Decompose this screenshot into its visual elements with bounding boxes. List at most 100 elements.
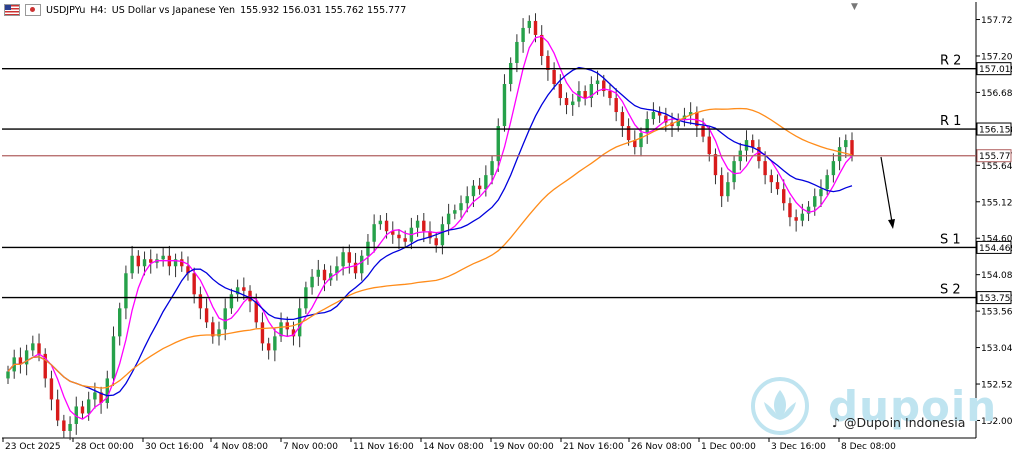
- x-tick-label: 1 Dec 00:00: [701, 442, 756, 452]
- candle-body: [136, 255, 141, 267]
- instrument-description: US Dollar vs Japanese Yen: [111, 4, 236, 16]
- x-tick-label: 23 Oct 2025: [5, 442, 61, 452]
- us-flag-icon: [4, 4, 20, 16]
- level-price-label: 154.469: [979, 244, 1012, 254]
- candle-body: [211, 322, 215, 337]
- y-tick-label: 155.640: [981, 162, 1012, 172]
- candle-body: [620, 112, 625, 127]
- candle-body: [800, 213, 805, 221]
- level-price-label: 157.019: [979, 65, 1012, 75]
- candle-body: [515, 41, 519, 63]
- candle-body: [322, 269, 327, 281]
- candle-body: [763, 161, 767, 176]
- candle-body: [62, 420, 66, 431]
- chart-header: USDJPYu H4: US Dollar vs Japanese Yen 15…: [4, 3, 406, 17]
- source-credit: ♪ @Dupoin Indonesia: [832, 415, 966, 430]
- candle-body: [415, 220, 420, 228]
- candle-body: [74, 406, 78, 424]
- candle-body: [508, 62, 513, 85]
- candle-body: [825, 175, 829, 190]
- candle-body: [335, 266, 339, 274]
- slow-ma-line: [7, 107, 853, 389]
- candle-body: [819, 189, 823, 197]
- candle-body: [558, 84, 563, 99]
- candle-body: [564, 98, 569, 106]
- candle-body: [43, 353, 47, 379]
- candle-body: [366, 241, 370, 256]
- candle-body: [539, 34, 544, 56]
- level-price-tag: [976, 240, 1012, 254]
- x-tick-label: 7 Nov 00:00: [283, 442, 338, 452]
- y-tick-label: 154.080: [981, 271, 1012, 281]
- candle-body: [502, 84, 507, 127]
- candle-body: [844, 140, 848, 148]
- candle-body: [242, 287, 246, 291]
- x-tick-label: 28 Oct 00:00: [75, 442, 134, 452]
- candle-body: [602, 80, 606, 92]
- level-price-tag: [976, 291, 1012, 305]
- candle-body: [750, 140, 755, 148]
- scroll-indicator-icon[interactable]: ▼: [851, 2, 858, 12]
- x-tick-label: 30 Oct 16:00: [145, 442, 204, 452]
- candle-body: [695, 112, 699, 127]
- candle-body: [614, 98, 618, 113]
- level-name: R 2: [940, 54, 961, 69]
- candle-body: [99, 392, 103, 403]
- candle-body: [664, 115, 668, 123]
- medium-ma-line: [7, 66, 853, 397]
- forecast-arrow-head: [888, 219, 895, 229]
- candle-body: [372, 224, 376, 242]
- candle-body: [18, 357, 23, 365]
- candle-body: [726, 182, 730, 197]
- y-tick-label: 152.000: [981, 417, 1012, 427]
- candle-body: [291, 329, 296, 337]
- candle-body: [130, 255, 134, 274]
- candle-body: [173, 259, 178, 267]
- candle-body: [788, 203, 792, 218]
- candle-body: [757, 147, 761, 162]
- candle-body: [24, 350, 29, 365]
- candle-body: [850, 140, 854, 156]
- candle-body: [546, 55, 550, 70]
- candle-body: [434, 238, 438, 246]
- candle-body: [124, 273, 128, 309]
- candle-body: [521, 27, 525, 42]
- candle-body: [49, 378, 54, 400]
- ohlc-values: 155.932 156.031 155.762 155.777: [240, 4, 407, 16]
- candle-body: [688, 112, 693, 116]
- level-price-label: 153.753: [979, 294, 1012, 304]
- level-price-tag: [976, 122, 1012, 136]
- candle-body: [477, 185, 482, 190]
- x-tick-label: 14 Nov 08:00: [423, 442, 484, 452]
- candle-body: [235, 287, 240, 295]
- candle-body: [422, 220, 426, 232]
- candle-body: [446, 213, 451, 225]
- candle-body: [93, 392, 97, 400]
- candle-body: [527, 20, 532, 28]
- candle-body: [657, 112, 662, 116]
- candle-body: [204, 308, 209, 323]
- forecast-arrow-shaft: [880, 156, 893, 223]
- candle-body: [595, 80, 600, 85]
- candle-body: [459, 203, 463, 211]
- y-tick-label: 152.520: [981, 381, 1012, 391]
- candle-body: [316, 269, 321, 277]
- candle-body: [384, 220, 389, 232]
- candle-body: [223, 308, 227, 330]
- candle-body: [626, 126, 631, 141]
- candle-body: [633, 140, 637, 148]
- candle-body: [608, 91, 612, 99]
- candle-body: [310, 276, 314, 288]
- candle-body: [471, 185, 476, 197]
- y-tick-label: 156.680: [981, 89, 1012, 99]
- candle-body: [490, 161, 494, 176]
- timeframe-label: H4:: [90, 4, 107, 16]
- candle-body: [552, 69, 556, 85]
- candle-body: [105, 378, 110, 403]
- candle-body: [285, 322, 289, 330]
- candle-body: [806, 206, 811, 214]
- candle-body: [732, 161, 736, 183]
- level-price-label: 156.158: [979, 126, 1012, 136]
- japan-flag-icon: [25, 4, 41, 16]
